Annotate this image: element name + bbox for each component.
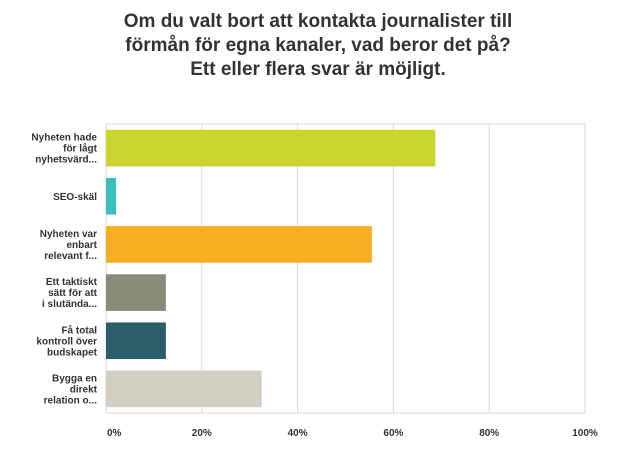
bar (106, 370, 262, 408)
category-label-line: Nyheten var (40, 229, 97, 240)
category-label-line: i slutända... (42, 299, 97, 310)
x-tick-label: 60% (383, 428, 403, 439)
chart-title-line-3: Ett eller flera svar är möjligt. (190, 59, 446, 80)
category-label-line: sätt för att (48, 288, 98, 299)
x-tick-label: 0% (107, 428, 122, 439)
category-label-line: Nyheten hade (31, 133, 97, 144)
category-label-line: SEO-skäl (53, 192, 97, 203)
chart-title: Om du valt bort att kontakta journaliste… (0, 10, 636, 82)
chart-title-line-1: Om du valt bort att kontakta journaliste… (123, 11, 513, 32)
x-tick-label: 20% (192, 428, 212, 439)
category-label-line: relation o... (44, 395, 98, 406)
category-label: SEO-skäl (53, 192, 97, 203)
category-label-line: direkt (70, 384, 98, 395)
bar (106, 322, 166, 360)
category-label-line: för lågt (63, 143, 98, 155)
category-label-line: Få total (61, 324, 97, 336)
category-label-line: enbart (66, 240, 97, 251)
bar (106, 274, 166, 311)
chart-title-line-2: förmån för egna kanaler, vad beror det p… (125, 35, 511, 56)
bar (106, 129, 436, 167)
category-label: Bygga en direkt relation o... (44, 373, 98, 406)
x-tick-label: 80% (479, 428, 499, 439)
category-label-line: budskapet (47, 347, 98, 358)
category-label: Nyheten hade för lågt nyhetsvärd... (31, 133, 97, 166)
category-label: Ett taktiskt sätt för att i slutända... (42, 277, 98, 310)
category-label-line: nyhetsvärd... (35, 155, 97, 166)
category-label: Nyheten var enbart relevant f... (40, 229, 98, 262)
category-label-line: kontroll över (36, 336, 97, 347)
bar (106, 177, 117, 215)
category-label: Få total kontroll över budskapet (36, 324, 97, 358)
category-label-line: relevant f... (44, 251, 97, 262)
plot-area (105, 123, 586, 414)
x-tick-label: 40% (288, 428, 308, 439)
bar (106, 226, 372, 263)
category-label-line: Ett taktiskt (46, 277, 98, 288)
x-tick-label: 100% (572, 428, 598, 439)
category-label-line: Bygga en (52, 373, 97, 384)
